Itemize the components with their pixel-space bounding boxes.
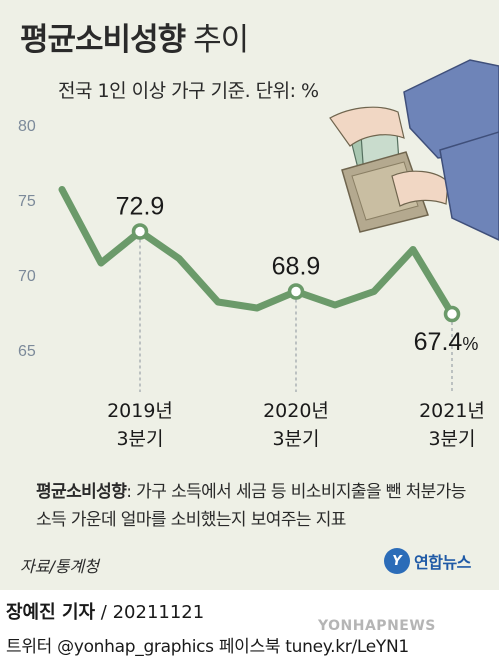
data-point	[131, 223, 149, 240]
category-guides	[139, 239, 453, 392]
x-tick-labels: 2019년 3분기 2020년 3분기 2021년 3분기	[107, 400, 485, 450]
infographic-card: 평균소비성향 추이 전국 1인 이상 가구 기준. 단위: % 65 70 75 80 …	[0, 0, 499, 590]
note-term: 평균소비성향	[36, 482, 127, 502]
byline: 장예진 기자 / 20211121	[6, 598, 204, 624]
title-sub: 추이	[193, 22, 249, 58]
data-point	[287, 283, 305, 300]
definition-note: 평균소비성향: 가구 소득에서 세금 등 비소비지출을 뺀 처분가능소득 가운데…	[36, 478, 466, 534]
x-tick-label: 3분기	[428, 428, 475, 450]
source-label: 자료/통계청	[20, 557, 99, 576]
x-tick-label: 2020년	[263, 400, 329, 422]
reporter-name: 장예진 기자	[6, 602, 96, 623]
data-point	[443, 305, 461, 323]
logo-text: 연합뉴스	[414, 553, 471, 572]
chart-title: 평균소비성향 추이	[20, 14, 249, 59]
y-axis: 65 70 75 80	[18, 118, 36, 360]
wallet-money-icon	[329, 59, 499, 241]
watermark: YONHAPNEWS	[318, 618, 436, 634]
data-label: 67.4%	[414, 328, 479, 356]
chart-subtitle: 전국 1인 이상 가구 기준. 단위: %	[58, 80, 319, 102]
note-text: : 가구 소득에서 세금 등 비소비지출을 뺀 처분가능소득 가운데 얼마를 소…	[36, 482, 466, 530]
data-label: 68.9	[272, 253, 321, 281]
x-tick-label: 2021년	[419, 400, 485, 422]
data-markers	[131, 223, 461, 323]
y-tick-label: 65	[18, 343, 36, 360]
yonhap-logo: Y 연합뉴스	[384, 548, 471, 574]
y-tick-label: 70	[18, 268, 36, 285]
publish-date: / 20211121	[95, 602, 205, 623]
y-tick-label: 80	[18, 118, 36, 135]
social-links: 트위터 @yonhap_graphics 페이스북 tuney.kr/LeYN1	[6, 637, 409, 657]
data-label: 72.9	[116, 193, 165, 221]
series-line	[58, 186, 456, 318]
title-main: 평균소비성향	[20, 22, 186, 58]
x-tick-label: 3분기	[272, 428, 319, 450]
y-tick-label: 75	[18, 193, 36, 210]
x-tick-label: 3분기	[116, 428, 163, 450]
x-tick-label: 2019년	[107, 400, 173, 422]
logo-mark: Y	[384, 548, 410, 574]
data-label-unit: %	[462, 334, 478, 354]
